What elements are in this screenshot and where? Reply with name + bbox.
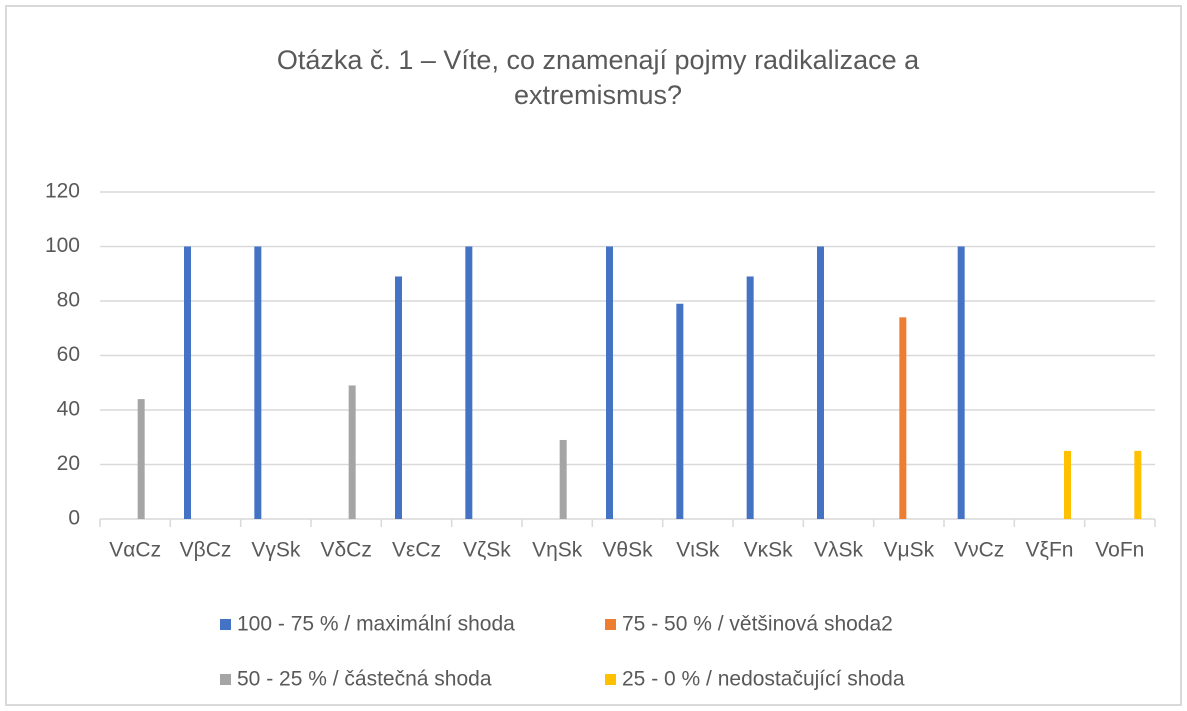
bar — [746, 276, 754, 519]
bar — [676, 303, 684, 519]
x-tick-label: VιSk — [676, 539, 720, 562]
legend-label: 75 - 50 % / většinová shoda2 — [622, 613, 893, 636]
x-tick-label: VηSk — [532, 539, 583, 562]
y-tick-label: 40 — [57, 398, 80, 421]
y-tick-label: 120 — [45, 180, 80, 203]
x-tick-label: VζSk — [463, 539, 511, 562]
bar — [465, 246, 473, 519]
legend-label: 25 - 0 % / nedostačující shoda — [622, 668, 905, 691]
x-tick-label: VμSk — [884, 539, 935, 562]
y-tick-label: 60 — [57, 343, 80, 366]
y-tick-label: 100 — [45, 234, 80, 257]
chart-title: extremismus? — [514, 80, 682, 110]
bar — [957, 246, 965, 519]
y-tick-label: 20 — [57, 452, 80, 475]
x-tick-label: VεCz — [392, 539, 441, 562]
legend-swatch — [605, 619, 616, 630]
x-tick-label: VλSk — [814, 539, 864, 562]
bar — [1064, 450, 1071, 519]
bar — [606, 246, 613, 519]
x-tick-label: VνCz — [954, 539, 1004, 562]
legend-label: 100 - 75 % / maximální shoda — [237, 613, 515, 636]
bar — [899, 317, 907, 519]
x-tick-label: VκSk — [744, 539, 794, 562]
x-tick-label: VδCz — [320, 539, 371, 562]
y-tick-label: 80 — [57, 289, 80, 312]
x-tick-label: VαCz — [109, 539, 161, 562]
x-tick-label: VβCz — [180, 539, 232, 562]
x-tick-label: VξFn — [1026, 539, 1074, 562]
legend-swatch — [220, 619, 231, 630]
x-tick-label: VθSk — [602, 539, 653, 562]
bar — [254, 246, 262, 519]
chart-title: Otázka č. 1 – Víte, co znamenají pojmy r… — [277, 45, 920, 75]
bar — [1134, 450, 1142, 519]
bar — [559, 439, 567, 519]
legend-swatch — [220, 674, 231, 685]
bar — [348, 385, 356, 519]
bar — [137, 399, 145, 519]
bar — [817, 246, 824, 519]
bar — [184, 246, 191, 519]
x-tick-label: VoFn — [1095, 539, 1144, 562]
y-tick-label: 0 — [68, 507, 80, 530]
legend-label: 50 - 25 % / částečná shoda — [237, 668, 492, 691]
legend-swatch — [605, 674, 616, 685]
bar — [395, 276, 402, 519]
x-tick-label: VγSk — [251, 539, 301, 562]
